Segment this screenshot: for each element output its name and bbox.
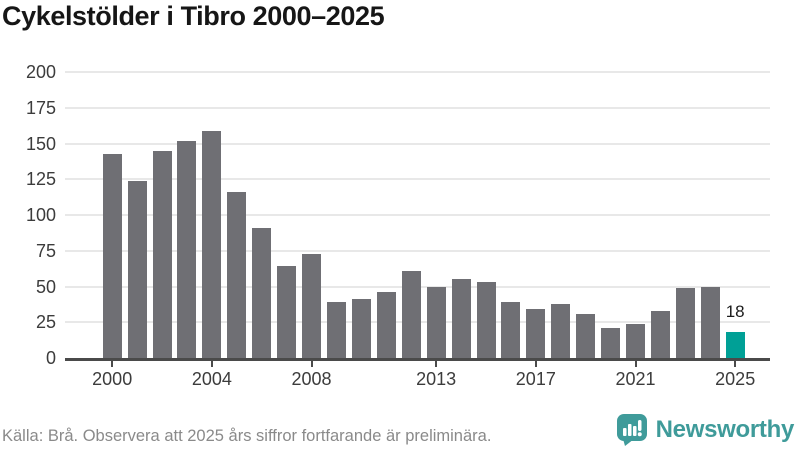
- x-axis-tick: [310, 361, 313, 367]
- x-tick-label: 2008: [291, 369, 332, 389]
- source-note: Källa: Brå. Observera att 2025 års siffr…: [2, 427, 492, 445]
- y-tick-label: 75: [35, 240, 56, 261]
- bar-2003: [177, 140, 197, 358]
- bar-2007: [277, 266, 297, 358]
- x-axis-tick: [435, 361, 438, 367]
- bar-2000: [102, 153, 122, 358]
- bar-2022: [650, 310, 670, 358]
- newsworthy-logo: Newsworthy: [616, 412, 794, 448]
- x-tick-label: 2021: [615, 369, 656, 389]
- x-tick-label: 2017: [515, 369, 556, 389]
- bar-2013: [426, 286, 446, 358]
- bar-2008: [302, 253, 322, 358]
- bar-value-label: 18: [725, 302, 745, 322]
- bar-2023: [675, 287, 695, 358]
- x-axis-tick: [111, 361, 114, 367]
- y-tick-label: 125: [25, 169, 56, 190]
- bar-2020: [601, 327, 621, 358]
- bar-2011: [376, 292, 396, 358]
- gridline-150: [65, 142, 770, 145]
- bar-2001: [127, 180, 147, 358]
- bar-2016: [501, 302, 521, 358]
- bar-2010: [351, 299, 371, 358]
- x-axis-tick: [210, 361, 213, 367]
- chart-title: Cykelstölder i Tibro 2000–2025: [2, 1, 385, 31]
- y-tick-label: 200: [25, 62, 56, 82]
- x-tick-label: 2025: [715, 369, 756, 389]
- x-axis-tick: [534, 361, 537, 367]
- x-tick-label: 2004: [191, 369, 232, 389]
- x-tick-label: 2000: [92, 369, 133, 389]
- bar-2019: [576, 313, 596, 358]
- y-tick-label: 175: [25, 97, 56, 118]
- y-tick-label: 150: [25, 133, 56, 154]
- bar-2017: [526, 309, 546, 358]
- bar-2012: [401, 270, 421, 358]
- bar-2018: [551, 303, 571, 358]
- gridline-200: [65, 71, 770, 73]
- gridline-125: [65, 178, 770, 181]
- newsworthy-logo-icon: [616, 414, 647, 446]
- newsworthy-logo-text: Newsworthy: [655, 416, 795, 443]
- x-axis-tick: [734, 361, 737, 367]
- y-tick-label: 100: [25, 205, 56, 225]
- gridline-175: [65, 106, 770, 109]
- x-axis-tick: [634, 361, 637, 367]
- bar-2009: [326, 302, 346, 358]
- bar-2025: [725, 332, 745, 358]
- x-tick-label: 2013: [416, 369, 457, 389]
- gridline-100: [65, 214, 770, 216]
- plot-area: 2000 2004 2008 2013 2017 2021 2025 18: [65, 71, 770, 389]
- y-tick-label: 50: [35, 276, 56, 297]
- bar-2015: [476, 282, 496, 358]
- gridline-75: [65, 249, 770, 252]
- bar-2005: [227, 192, 247, 358]
- y-tick-label: 0: [45, 348, 56, 368]
- bar-2021: [626, 323, 646, 358]
- bar-2006: [252, 227, 272, 358]
- bar-2002: [152, 150, 172, 358]
- bar-chart: 0 25 50 75 100 125 150 175 200 2000 2004 2008 2013 2…: [0, 40, 800, 400]
- bar-2024: [700, 286, 720, 358]
- bar-2014: [451, 279, 471, 358]
- y-tick-label: 25: [35, 312, 56, 333]
- bar-2004: [202, 130, 222, 358]
